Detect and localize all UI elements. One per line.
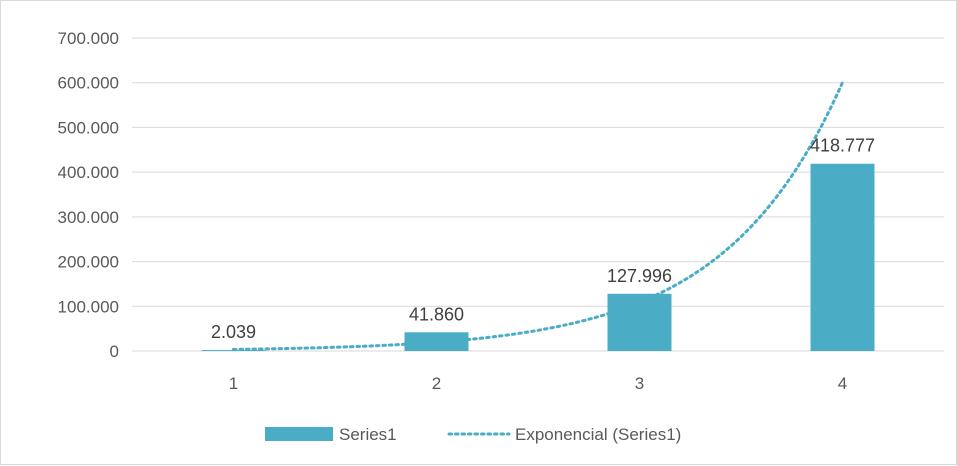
- legend-label-trendline: Exponencial (Series1): [515, 425, 681, 444]
- data-label: 2.039: [211, 322, 256, 342]
- legend-label-series: Series1: [339, 425, 397, 444]
- bar: [810, 163, 875, 351]
- x-tick-label: 4: [838, 374, 847, 393]
- y-tick-label: 300.000: [58, 208, 119, 227]
- x-tick-label: 2: [432, 374, 441, 393]
- data-label: 418.777: [810, 136, 875, 156]
- data-labels: 2.039 41.860 127.996 418.777: [211, 136, 875, 342]
- x-tick-label: 1: [229, 374, 238, 393]
- legend-swatch-series: [265, 427, 333, 441]
- data-label: 127.996: [607, 266, 672, 286]
- y-tick-label: 400.000: [58, 163, 119, 182]
- y-tick-label: 600.000: [58, 74, 119, 93]
- y-tick-label: 0: [110, 342, 119, 361]
- gridlines: [132, 37, 944, 352]
- y-tick-label: 700.000: [58, 29, 119, 48]
- y-tick-label: 200.000: [58, 253, 119, 272]
- trendline-layer: [232, 80, 844, 351]
- x-tick-label: 3: [635, 374, 644, 393]
- x-axis-tick-labels: 1 2 3 4: [229, 374, 847, 393]
- bar-series: [201, 163, 875, 351]
- y-tick-label: 100.000: [58, 297, 119, 316]
- trendline: [232, 80, 844, 351]
- y-tick-label: 500.000: [58, 118, 119, 137]
- data-label: 41.860: [409, 304, 464, 324]
- y-axis-tick-labels: 0 100.000 200.000 300.000 400.000 500.000 600.…: [58, 29, 119, 361]
- legend: Series1 Exponencial (Series1): [265, 425, 681, 444]
